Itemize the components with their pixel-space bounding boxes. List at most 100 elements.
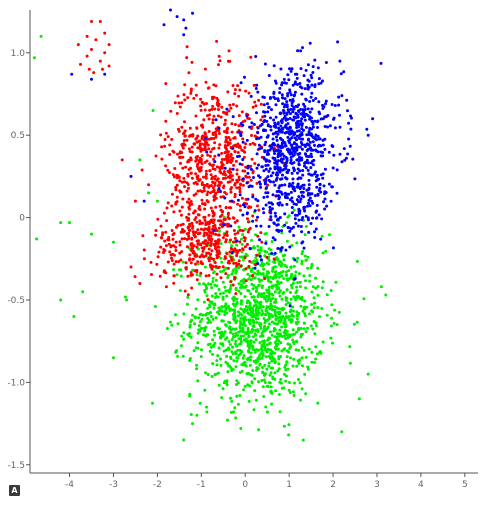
scatter-point bbox=[227, 49, 231, 53]
scatter-point bbox=[288, 141, 292, 145]
scatter-point bbox=[264, 203, 268, 207]
scatter-point bbox=[342, 70, 346, 74]
scatter-point bbox=[254, 307, 258, 311]
scatter-point bbox=[238, 190, 242, 194]
scatter-point bbox=[205, 102, 208, 105]
scatter-point bbox=[300, 387, 304, 391]
scatter-point bbox=[314, 357, 318, 361]
scatter-point bbox=[303, 299, 307, 303]
scatter-point bbox=[261, 334, 265, 338]
scatter-point bbox=[262, 169, 266, 173]
scatter-point bbox=[283, 365, 287, 369]
scatter-point bbox=[307, 201, 310, 205]
scatter-point bbox=[240, 250, 244, 254]
scatter-point bbox=[266, 325, 270, 329]
scatter-point bbox=[235, 104, 239, 108]
scatter-point bbox=[279, 67, 283, 71]
scatter-point bbox=[252, 176, 255, 179]
scatter-point bbox=[189, 89, 193, 93]
scatter-point bbox=[347, 137, 351, 141]
scatter-point bbox=[274, 317, 278, 321]
scatter-point bbox=[247, 91, 251, 95]
scatter-point bbox=[224, 302, 228, 306]
scatter-point bbox=[307, 130, 311, 134]
scatter-point bbox=[235, 172, 239, 176]
scatter-point bbox=[202, 300, 206, 304]
scatter-point bbox=[206, 200, 210, 204]
scatter-point bbox=[254, 328, 258, 332]
scatter-point bbox=[220, 309, 224, 313]
scatter-point bbox=[323, 197, 327, 201]
scatter-point bbox=[241, 177, 245, 181]
scatter-point bbox=[237, 178, 241, 182]
scatter-point bbox=[223, 285, 227, 289]
scatter-point bbox=[253, 389, 257, 393]
scatter-point bbox=[295, 134, 299, 138]
scatter-point bbox=[330, 303, 334, 307]
scatter-point bbox=[221, 177, 225, 180]
scatter-point bbox=[295, 296, 299, 299]
scatter-point bbox=[230, 350, 234, 354]
scatter-point bbox=[166, 260, 170, 264]
scatter-point bbox=[289, 158, 293, 162]
scatter-point bbox=[226, 155, 230, 159]
scatter-point bbox=[199, 243, 203, 247]
scatter-point bbox=[202, 186, 206, 190]
scatter-point bbox=[237, 225, 241, 229]
scatter-point bbox=[215, 272, 219, 276]
scatter-point bbox=[277, 194, 281, 198]
scatter-point bbox=[251, 369, 255, 372]
scatter-point bbox=[229, 286, 232, 290]
scatter-point bbox=[276, 99, 280, 103]
scatter-point bbox=[306, 204, 309, 208]
scatter-point bbox=[147, 183, 151, 187]
scatter-point bbox=[198, 222, 202, 226]
scatter-point bbox=[255, 286, 259, 290]
scatter-point bbox=[242, 319, 246, 323]
scatter-point bbox=[313, 143, 316, 147]
scatter-point bbox=[243, 205, 247, 209]
scatter-point bbox=[285, 100, 289, 104]
scatter-point bbox=[332, 321, 336, 325]
scatter-point bbox=[236, 142, 240, 146]
scatter-point bbox=[204, 274, 208, 278]
scatter-point bbox=[267, 294, 271, 297]
scatter-point bbox=[313, 194, 317, 198]
scatter-point bbox=[280, 203, 284, 207]
scatter-point bbox=[309, 166, 313, 170]
scatter-point bbox=[331, 145, 335, 148]
scatter-point bbox=[280, 229, 283, 233]
scatter-point bbox=[191, 11, 194, 15]
scatter-point bbox=[294, 270, 298, 274]
scatter-point bbox=[233, 277, 237, 281]
scatter-point bbox=[205, 286, 208, 290]
scatter-point bbox=[163, 239, 167, 243]
scatter-point bbox=[191, 313, 194, 317]
scatter-point bbox=[285, 158, 289, 162]
scatter-point bbox=[270, 108, 273, 112]
scatter-point bbox=[85, 54, 89, 58]
scatter-point bbox=[306, 143, 310, 147]
scatter-point bbox=[205, 193, 209, 197]
scatter-point bbox=[280, 96, 284, 100]
scatter-point bbox=[260, 165, 264, 169]
scatter-point bbox=[201, 221, 204, 225]
scatter-point bbox=[204, 184, 208, 187]
scatter-point bbox=[298, 280, 302, 284]
scatter-point bbox=[315, 173, 319, 177]
scatter-point bbox=[206, 190, 210, 194]
scatter-point bbox=[335, 168, 339, 172]
scatter-point bbox=[308, 41, 312, 45]
scatter-point bbox=[263, 348, 267, 352]
scatter-point bbox=[239, 264, 243, 268]
scatter-point bbox=[298, 381, 302, 385]
scatter-point bbox=[227, 364, 231, 368]
scatter-point bbox=[195, 273, 199, 277]
scatter-point bbox=[304, 225, 308, 228]
scatter-point bbox=[289, 107, 293, 111]
scatter-point bbox=[168, 320, 172, 324]
scatter-point bbox=[165, 327, 169, 330]
scatter-point bbox=[284, 117, 288, 121]
scatter-point bbox=[252, 340, 256, 344]
scatter-point bbox=[174, 240, 178, 244]
